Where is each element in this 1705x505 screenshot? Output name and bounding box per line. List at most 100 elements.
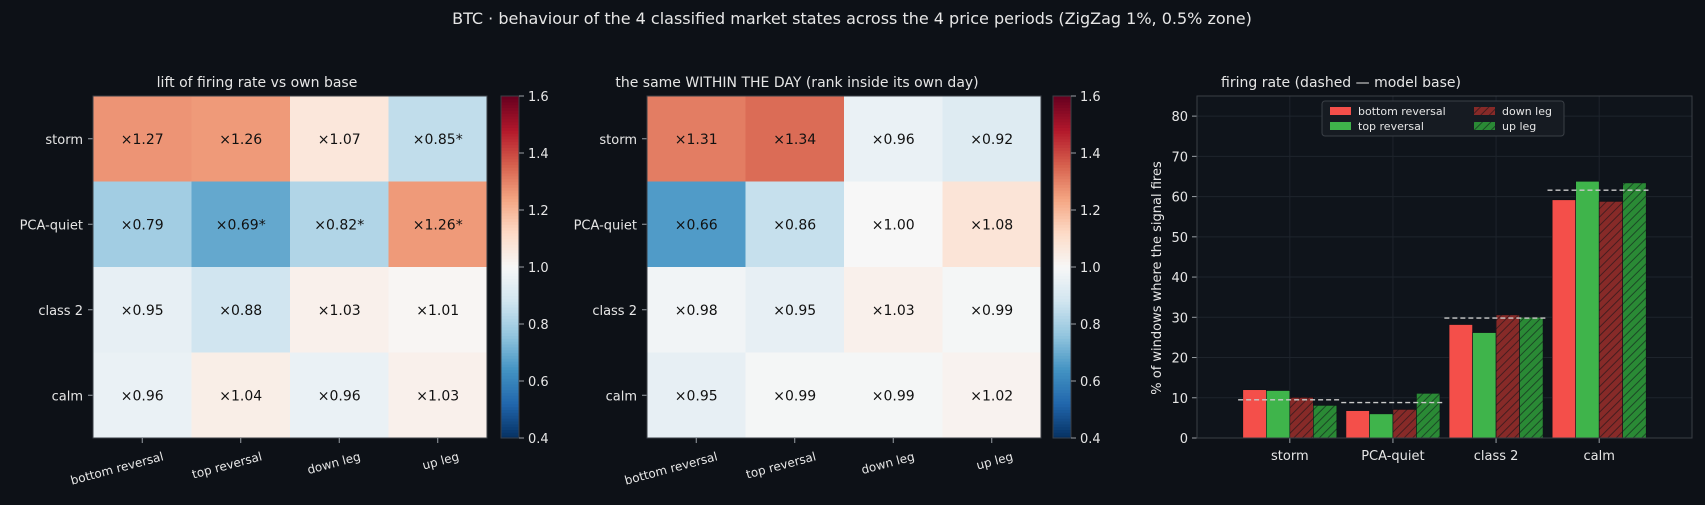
colorbar-segment	[501, 110, 519, 114]
colorbar-segment	[501, 435, 519, 439]
heatmap-1-value-label: ×1.27	[121, 132, 164, 148]
heatmap-2-value-label: ×0.66	[675, 217, 718, 233]
heatmap-1-value-label: ×1.01	[416, 303, 459, 319]
colorbar-segment	[501, 161, 519, 165]
colorbar-segment	[1053, 121, 1071, 126]
colorbar-segment	[501, 150, 519, 154]
colorbar-segment	[501, 190, 519, 194]
colorbar-segment	[1053, 318, 1071, 322]
colorbar-segment	[1053, 361, 1071, 365]
colorbar-tick-label: 0.6	[1080, 375, 1101, 390]
colorbar-segment	[501, 281, 519, 285]
heatmap-1-cell-calm-down-leg	[290, 352, 389, 439]
heatmap-2-value-label: ×0.95	[675, 388, 718, 404]
colorbar-tick-label: 1.2	[1080, 204, 1101, 219]
colorbar-segment	[501, 301, 519, 305]
heatmap-1-cell-class-2-down-leg	[290, 267, 389, 353]
colorbar-segment	[1053, 355, 1071, 359]
bar-top-reversal-class-2	[1472, 332, 1497, 439]
heatmap-1-frame	[92, 95, 488, 439]
colorbar-segment	[501, 153, 519, 157]
colorbar-segment	[1053, 286, 1071, 291]
colorbar-segment	[501, 215, 519, 220]
heatmap-1-column-label-top-reversal: top reversal	[190, 449, 263, 481]
colorbar-segment	[501, 113, 519, 117]
x-tick-label-class-2: class 2	[1474, 449, 1519, 464]
colorbar-segment	[1053, 161, 1071, 165]
colorbar-segment	[501, 423, 519, 428]
heatmap-2-cell-calm-up-leg	[942, 352, 1042, 439]
colorbar-segment	[1053, 198, 1071, 203]
colorbar-segment	[1053, 101, 1071, 106]
colorbar-tick-label: 0.6	[528, 375, 549, 390]
colorbar-segment	[501, 400, 519, 405]
colorbar-segment	[501, 184, 519, 188]
colorbar-segment	[1053, 284, 1071, 288]
bar-hatch-down-leg-storm	[1289, 397, 1314, 438]
heatmap-2-frame	[646, 95, 1042, 439]
colorbar-segment	[1053, 175, 1071, 180]
colorbar-segment	[1053, 170, 1071, 174]
heatmap-1-cell-storm-bottom-reversal	[93, 96, 192, 182]
colorbar-segment	[1053, 329, 1071, 334]
colorbar-segment	[1053, 187, 1071, 191]
heatmap-1-value-label: ×0.82*	[314, 217, 364, 233]
colorbar-segment	[1053, 389, 1071, 393]
colorbar-segment	[1053, 400, 1071, 405]
colorbar-segment	[501, 386, 519, 391]
colorbar-segment	[501, 229, 519, 234]
colorbar-segment	[1053, 124, 1071, 128]
colorbar-segment	[501, 141, 519, 146]
heatmap-2-row-label-calm: calm	[606, 389, 637, 404]
colorbar-segment	[1053, 201, 1071, 205]
colorbar-segment	[501, 418, 519, 422]
colorbar-segment	[1053, 238, 1071, 242]
colorbar-segment	[501, 366, 519, 371]
colorbar-segment	[1053, 418, 1071, 422]
legend-frame	[1321, 100, 1565, 137]
colorbar-segment	[501, 383, 519, 388]
heatmap-1-title: lift of firing rate vs own base	[157, 75, 358, 91]
colorbar-segment	[1053, 195, 1071, 200]
bar-hatch-up-leg-pca-quiet	[1416, 393, 1440, 438]
heatmap-2-column-label-up-leg: up leg	[975, 449, 1015, 472]
colorbar-segment	[1053, 96, 1071, 100]
bar-bottom-reversal-class-2	[1448, 324, 1473, 439]
colorbar-segment	[1053, 135, 1071, 140]
heatmap-1-value-label: ×1.03	[318, 303, 361, 319]
colorbar-segment	[501, 107, 519, 111]
colorbar-segment	[501, 144, 519, 148]
heatmap-1-cell-calm-top-reversal	[191, 352, 291, 439]
colorbar-segment	[501, 147, 519, 151]
colorbar-segment	[501, 218, 519, 222]
heatmap-2-row-label-class-2: class 2	[592, 304, 637, 319]
colorbar-segment	[501, 261, 519, 265]
colorbar-segment	[1053, 326, 1071, 331]
colorbar-segment	[501, 241, 519, 245]
colorbar-segment	[1053, 381, 1071, 385]
colorbar-segment	[1053, 423, 1071, 428]
colorbar-segment	[1053, 192, 1071, 197]
heatmap-1-value-label: ×0.79	[121, 217, 164, 233]
colorbar-segment	[1053, 113, 1071, 117]
colorbar-segment	[501, 227, 519, 231]
heatmap-1-value-label: ×1.07	[318, 132, 361, 148]
colorbar-segment	[1053, 247, 1071, 251]
colorbar-segment	[501, 389, 519, 393]
colorbar-segment	[501, 267, 519, 271]
colorbar-segment	[501, 272, 519, 277]
colorbar-segment	[1053, 324, 1071, 328]
heatmap-2-column-label-bottom-reversal: bottom reversal	[623, 449, 719, 487]
colorbar-segment	[501, 135, 519, 140]
bar-chart-title: firing rate (dashed — model base)	[1221, 75, 1461, 91]
colorbar-segment	[1053, 429, 1071, 433]
heatmap-2-cell-class-2-bottom-reversal	[647, 267, 746, 353]
colorbar-segment	[1053, 232, 1071, 237]
heatmap-1-row-label-pca-quiet: PCA-quiet	[20, 218, 83, 233]
heatmap-1-cell-calm-bottom-reversal	[93, 352, 192, 439]
colorbar-segment	[501, 352, 519, 356]
bar-top-reversal-calm	[1575, 180, 1600, 439]
colorbar-segment	[501, 343, 519, 348]
colorbar-segment	[1053, 178, 1071, 183]
